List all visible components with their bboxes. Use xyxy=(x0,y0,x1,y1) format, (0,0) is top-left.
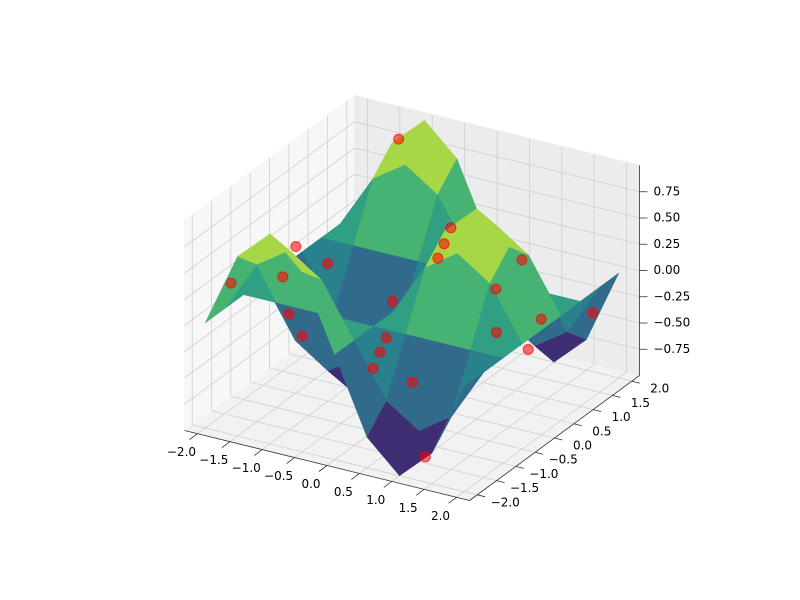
y-tick xyxy=(515,466,524,469)
x-tick-label: 0.5 xyxy=(334,485,353,499)
scatter-point xyxy=(386,296,398,308)
scatter-point xyxy=(419,451,431,463)
y-tick xyxy=(535,451,544,455)
scatter-point xyxy=(393,133,405,145)
scatter-point xyxy=(432,252,444,264)
x-tick-label: 2.0 xyxy=(431,509,450,523)
z-tick-label: 0.50 xyxy=(654,211,681,225)
x-tick-label: −2.0 xyxy=(167,445,196,459)
scatter-point xyxy=(490,283,502,295)
y-tick-label: −0.5 xyxy=(549,453,578,467)
scatter-point xyxy=(283,308,295,320)
y-tick-label: 0.0 xyxy=(573,439,592,453)
x-tick-label: 0.0 xyxy=(301,477,320,491)
grid-line xyxy=(184,121,355,248)
z-tick-label: −0.50 xyxy=(654,316,691,330)
surface-patch xyxy=(431,372,484,454)
y-tick xyxy=(554,437,563,441)
scatter-point xyxy=(490,326,502,338)
y-tick xyxy=(612,394,621,398)
x-tick xyxy=(448,496,457,504)
scatter-point xyxy=(296,330,308,342)
scatter-point xyxy=(406,376,418,388)
x-tick xyxy=(415,489,425,496)
y-tick-label: −1.0 xyxy=(529,467,558,481)
scatter-point xyxy=(322,258,334,270)
z-tick-label: 0.00 xyxy=(654,263,681,277)
y-tick-label: 1.0 xyxy=(612,410,631,424)
scatter-point xyxy=(445,222,457,234)
z-tick-label: −0.25 xyxy=(654,289,691,303)
x-tick xyxy=(189,433,198,441)
y-tick-label: 0.5 xyxy=(592,424,611,438)
x-tick-label: 1.0 xyxy=(366,493,385,507)
x-tick-label: −1.5 xyxy=(199,453,228,467)
x-tick xyxy=(221,441,231,448)
y-tick-label: −1.5 xyxy=(510,481,539,495)
x-tick xyxy=(253,449,263,456)
y-tick-label: 1.5 xyxy=(631,396,650,410)
y-tick-label: 2.0 xyxy=(650,382,669,396)
scatter-point xyxy=(290,241,302,253)
scatter-point xyxy=(516,254,528,266)
scatter-point xyxy=(380,332,392,344)
grid-line xyxy=(192,424,478,496)
z-tick-label: 0.75 xyxy=(654,184,681,198)
grid-line xyxy=(211,410,497,482)
y-tick xyxy=(477,494,486,498)
x-tick xyxy=(318,465,328,472)
x-tick-label: −1.0 xyxy=(232,461,261,475)
y-tick xyxy=(593,409,602,412)
scatter-point xyxy=(587,307,599,319)
y-tick xyxy=(573,423,582,427)
scatter-point xyxy=(535,313,547,325)
x-tick xyxy=(351,473,360,480)
z-tick-label: 0.25 xyxy=(654,237,681,251)
scatter-point xyxy=(374,346,386,358)
y-tick-label: −2.0 xyxy=(491,495,520,509)
grid-line xyxy=(184,147,355,274)
x-tick-label: −0.5 xyxy=(264,469,293,483)
scatter-point xyxy=(225,277,237,289)
y-tick xyxy=(496,480,505,484)
scatter-point xyxy=(438,238,450,250)
x-tick xyxy=(383,481,393,488)
grid-line xyxy=(354,121,640,193)
z-tick-label: −0.75 xyxy=(654,342,691,356)
x-tick-label: 1.5 xyxy=(399,501,418,515)
scatter-point xyxy=(277,271,289,283)
y-tick xyxy=(631,380,640,384)
x-tick xyxy=(286,457,295,464)
scatter-point xyxy=(522,343,534,355)
scatter-point xyxy=(367,362,379,374)
